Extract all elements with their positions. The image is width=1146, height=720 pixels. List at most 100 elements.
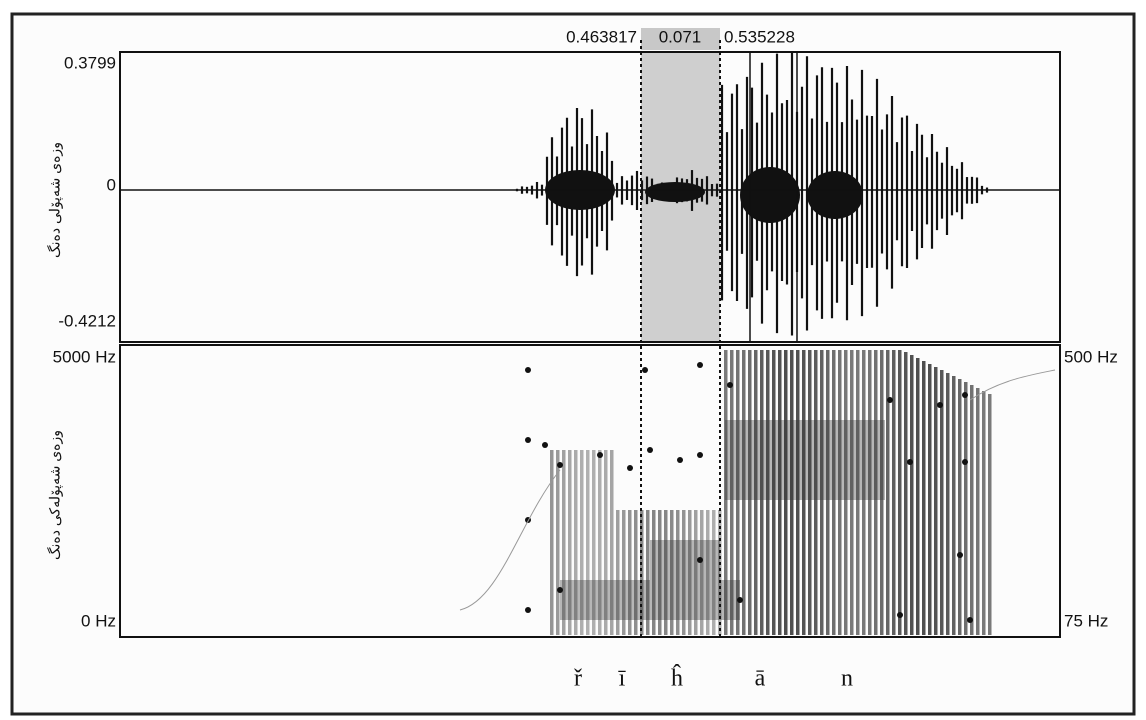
energy bbox=[725, 420, 885, 500]
striation bbox=[562, 450, 566, 635]
striation bbox=[916, 358, 920, 635]
freq-min: 0 Hz bbox=[81, 611, 116, 630]
striation bbox=[634, 510, 638, 635]
striation bbox=[670, 510, 674, 635]
striation bbox=[862, 350, 866, 635]
striation bbox=[790, 350, 794, 635]
striation bbox=[700, 510, 704, 635]
selection-duration: 0.071 bbox=[659, 27, 702, 46]
waveform-axis-label: وزەی شەپۆلی دەنگ bbox=[47, 142, 64, 258]
striation bbox=[892, 350, 896, 635]
phoneme: n bbox=[841, 666, 853, 692]
striation bbox=[808, 350, 812, 635]
striation bbox=[550, 450, 554, 635]
formant-dot bbox=[897, 612, 903, 618]
striation bbox=[940, 370, 944, 635]
formant-dot bbox=[962, 392, 968, 398]
striation bbox=[688, 510, 692, 635]
striation bbox=[952, 376, 956, 635]
formant-dot bbox=[887, 397, 893, 403]
striation bbox=[694, 510, 698, 635]
striation bbox=[556, 450, 560, 635]
striation bbox=[826, 350, 830, 635]
striation bbox=[820, 350, 824, 635]
phoneme: ī bbox=[618, 666, 627, 692]
formant-dot bbox=[677, 457, 683, 463]
formant-dot bbox=[962, 459, 968, 465]
striation bbox=[880, 350, 884, 635]
phoneme: ā bbox=[755, 666, 766, 692]
striation bbox=[970, 385, 974, 635]
striation bbox=[868, 350, 872, 635]
striation bbox=[760, 350, 764, 635]
striation bbox=[772, 350, 776, 635]
energy bbox=[650, 540, 720, 580]
formant-dot bbox=[737, 597, 743, 603]
striation bbox=[904, 352, 908, 635]
striation bbox=[586, 450, 590, 635]
formant-dot bbox=[697, 362, 703, 368]
formant-dot bbox=[525, 607, 531, 613]
striation bbox=[712, 510, 716, 635]
formant-dot bbox=[542, 442, 548, 448]
formant-dot bbox=[525, 437, 531, 443]
striation bbox=[610, 450, 614, 635]
striation bbox=[718, 510, 722, 635]
striation bbox=[784, 350, 788, 635]
spectrogram-axis-label: وزەی شەپۆلەکی دەنگ bbox=[47, 430, 64, 560]
striation bbox=[742, 350, 746, 635]
striation bbox=[652, 510, 656, 635]
striation bbox=[754, 350, 758, 635]
pulse-blob bbox=[740, 167, 800, 223]
striation bbox=[748, 350, 752, 635]
striation bbox=[730, 350, 734, 635]
spectrogram bbox=[459, 350, 1056, 635]
striation bbox=[604, 450, 608, 635]
amp-zero: 0 bbox=[107, 175, 116, 194]
striation bbox=[874, 350, 878, 635]
striation bbox=[844, 350, 848, 635]
striation bbox=[664, 510, 668, 635]
striation bbox=[958, 379, 962, 635]
striation bbox=[598, 450, 602, 635]
amp-max: 0.3799 bbox=[64, 53, 116, 72]
formant-dot bbox=[697, 452, 703, 458]
striation bbox=[910, 355, 914, 635]
striation bbox=[934, 367, 938, 635]
striation bbox=[574, 450, 578, 635]
formant-dot bbox=[727, 382, 733, 388]
formant-dot bbox=[937, 402, 943, 408]
formant-dot bbox=[525, 367, 531, 373]
amp-min: -0.4212 bbox=[58, 311, 116, 330]
pulse-blob bbox=[807, 171, 863, 219]
striation bbox=[676, 510, 680, 635]
striation bbox=[622, 510, 626, 635]
formant-dot bbox=[642, 367, 648, 373]
pulse-blob bbox=[645, 182, 705, 202]
selection-end: 0.535228 bbox=[724, 27, 795, 46]
selection-header bbox=[641, 28, 720, 50]
formant-dot bbox=[557, 587, 563, 593]
striation bbox=[838, 350, 842, 635]
striation bbox=[796, 350, 800, 635]
striation bbox=[988, 394, 992, 635]
striation bbox=[976, 388, 980, 635]
striation bbox=[658, 510, 662, 635]
phoneme: ĥ bbox=[671, 665, 683, 692]
striation bbox=[964, 382, 968, 635]
formant-dot bbox=[907, 459, 913, 465]
striation bbox=[724, 350, 728, 635]
striation bbox=[580, 450, 584, 635]
striation bbox=[832, 350, 836, 635]
striation bbox=[802, 350, 806, 635]
striation bbox=[982, 391, 986, 635]
pitch-track bbox=[969, 369, 1056, 401]
freq-max: 5000 Hz bbox=[53, 347, 116, 366]
striation bbox=[706, 510, 710, 635]
striation bbox=[946, 373, 950, 635]
striation bbox=[778, 350, 782, 635]
striation bbox=[682, 510, 686, 635]
striation bbox=[886, 350, 890, 635]
waveform-panel bbox=[119, 51, 1061, 343]
striation bbox=[736, 350, 740, 635]
